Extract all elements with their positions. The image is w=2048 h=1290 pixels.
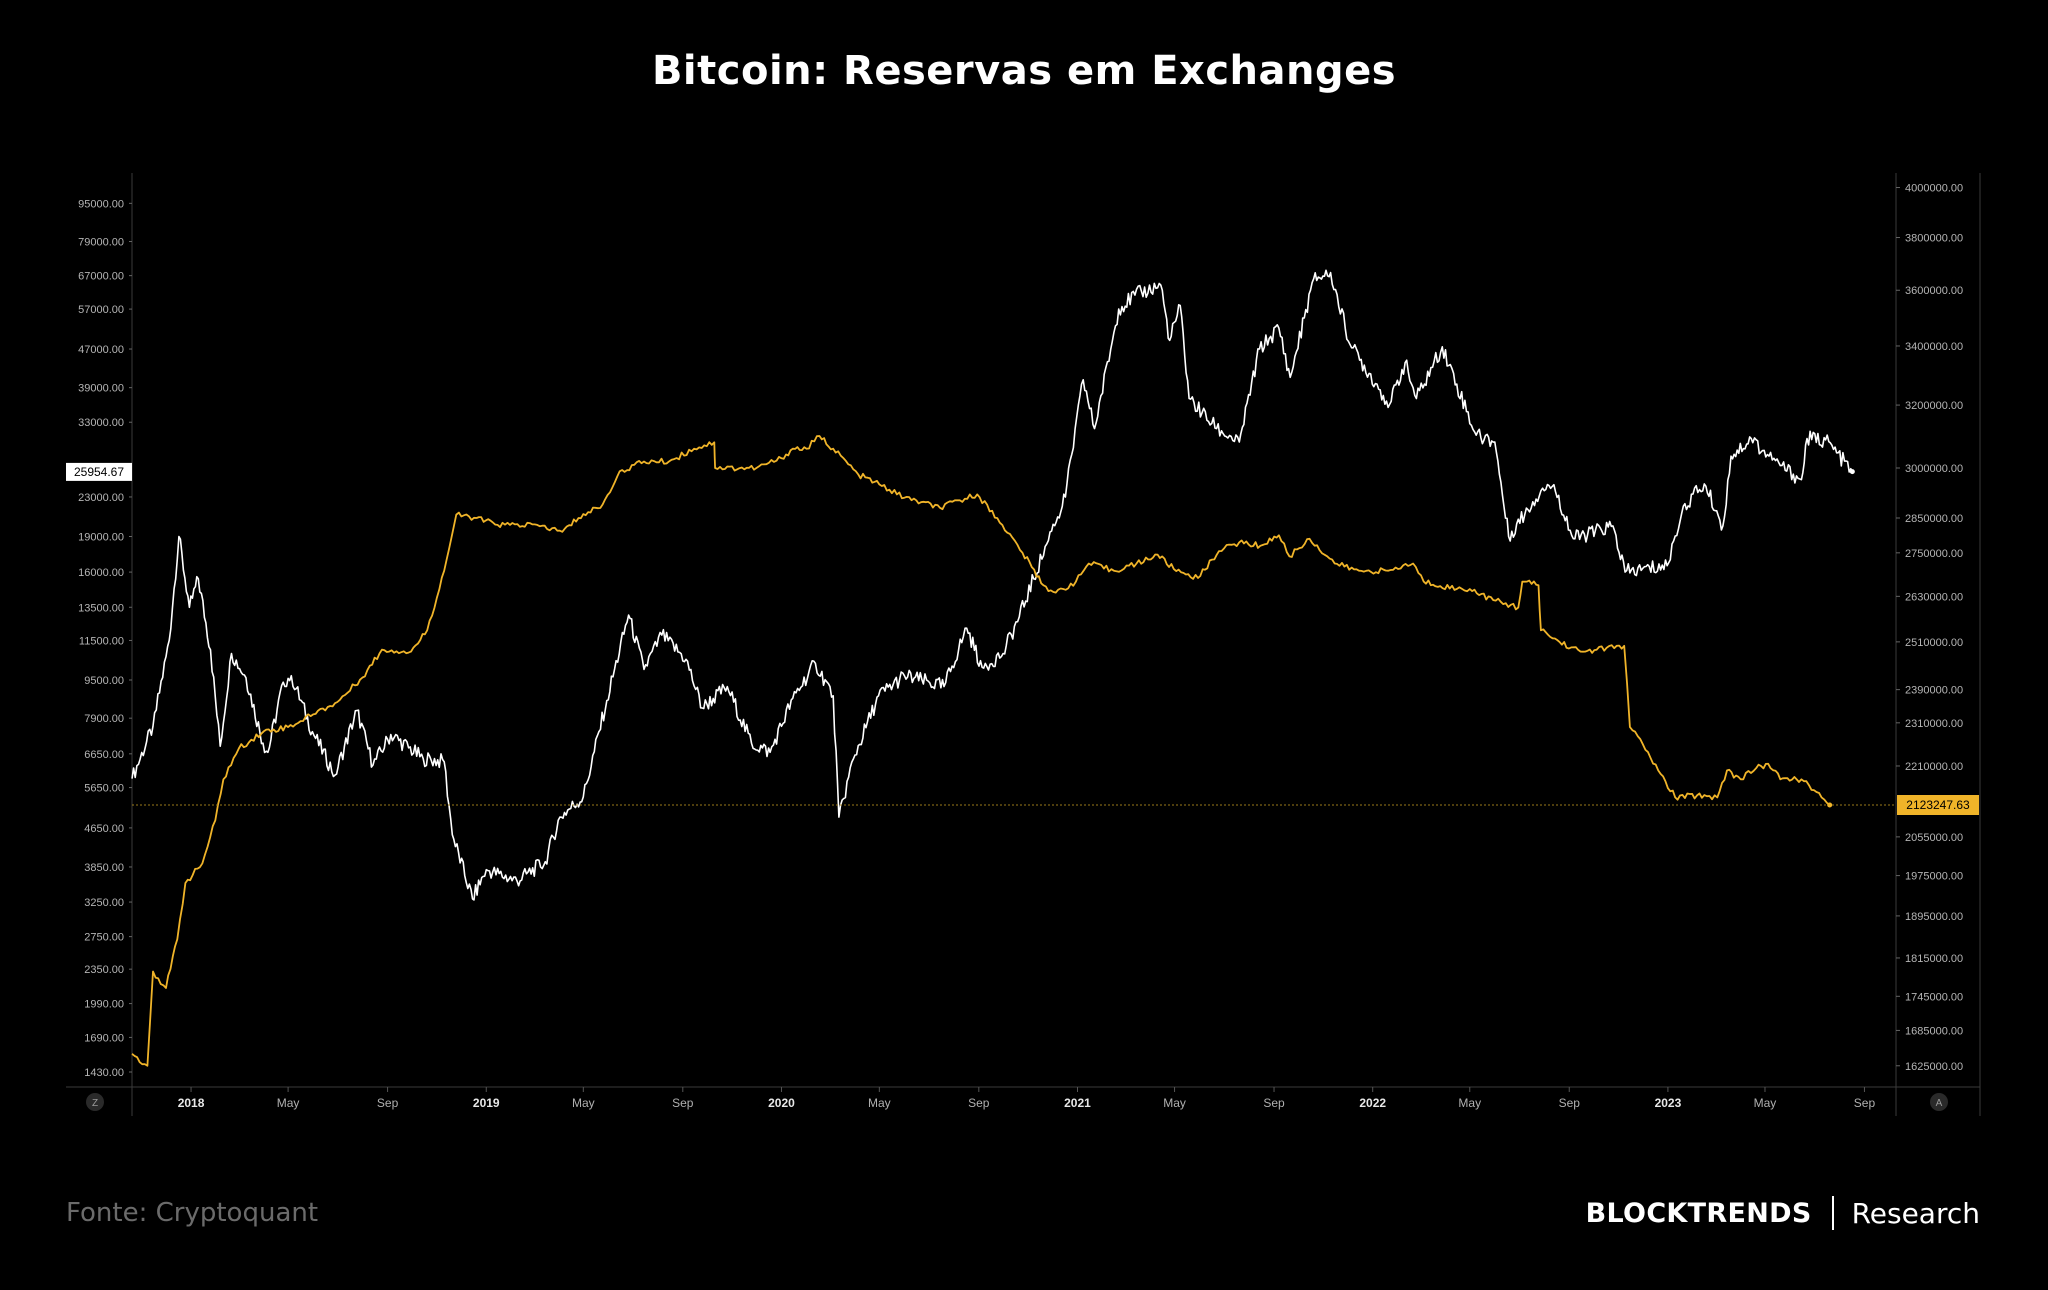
- left-tick-label: 1990.00: [84, 999, 124, 1011]
- brand-separator: [1831, 1196, 1834, 1230]
- corner-left-button[interactable]: Z: [86, 1093, 104, 1111]
- time-tick-label: 2021: [1064, 1096, 1091, 1110]
- left-axis-ticks: 95000.00 79000.00 67000.00 57000.00 47000.00…: [78, 198, 132, 1079]
- time-tick-label: Sep: [377, 1096, 399, 1110]
- left-tick-label: 1690.00: [84, 1032, 124, 1044]
- time-tick-label: May: [277, 1096, 300, 1110]
- right-tick-label: 3200000.00: [1905, 400, 1963, 412]
- chart-axes: [66, 173, 1981, 1116]
- left-tick-label: 57000.00: [78, 304, 124, 316]
- time-axis-ticks: 2018 May Sep 2019 May Sep 2020 May Sep 2021 May Sep…: [178, 1087, 1876, 1110]
- time-tick-label: Sep: [1263, 1096, 1285, 1110]
- reserve-current-text: 2123247.63: [1906, 798, 1970, 812]
- left-tick-label: 4650.00: [84, 823, 124, 835]
- price-current-label: 25954.67: [66, 462, 132, 481]
- reserve-last-point: [1827, 802, 1833, 808]
- corner-right-text: A: [1936, 1098, 1943, 1109]
- left-tick-label: 2750.00: [84, 932, 124, 944]
- time-tick-label: May: [1163, 1096, 1186, 1110]
- right-tick-label: 2750000.00: [1905, 548, 1963, 560]
- price-current-box: [66, 462, 132, 481]
- left-tick-label: 67000.00: [78, 271, 124, 283]
- right-tick-label: 3400000.00: [1905, 341, 1963, 353]
- left-tick-label: 3250.00: [84, 897, 124, 909]
- brand-research: Research: [1851, 1196, 1980, 1230]
- left-tick-label: 79000.00: [78, 237, 124, 249]
- right-tick-label: 3600000.00: [1905, 285, 1963, 297]
- right-tick-label: 1745000.00: [1905, 991, 1963, 1003]
- left-tick-label: 95000.00: [78, 198, 124, 210]
- time-tick-label: Sep: [1854, 1096, 1876, 1110]
- time-tick-label: May: [868, 1096, 891, 1110]
- left-tick-label: 3850.00: [84, 862, 124, 874]
- left-tick-label: 9500.00: [84, 675, 124, 687]
- page-title: Bitcoin: Reservas em Exchanges: [651, 48, 1397, 94]
- right-axis-ticks: 4000000.00 3800000.00 3600000.00 3400000.00…: [1896, 183, 1963, 1073]
- brand-name: BLOCKTRENDS: [1585, 1197, 1812, 1229]
- right-tick-label: 1975000.00: [1905, 871, 1963, 883]
- left-tick-label: 1430.00: [84, 1067, 124, 1079]
- left-tick-label: 33000.00: [78, 417, 124, 429]
- reserve-series-line: [131, 435, 1831, 1067]
- left-tick-label: 5650.00: [84, 783, 124, 795]
- right-tick-label: 2310000.00: [1905, 718, 1963, 730]
- time-tick-label: 2018: [178, 1096, 205, 1110]
- right-tick-label: 3000000.00: [1905, 463, 1963, 475]
- left-tick-label: 6650.00: [84, 749, 124, 761]
- left-tick-label: 23000.00: [78, 492, 124, 504]
- right-tick-label: 2510000.00: [1905, 637, 1963, 649]
- corner-right-circle: [1930, 1093, 1948, 1111]
- corner-left-text: Z: [92, 1098, 98, 1109]
- right-tick-label: 2850000.00: [1905, 513, 1963, 525]
- corner-left-circle: [86, 1093, 104, 1111]
- time-tick-label: 2022: [1359, 1096, 1386, 1110]
- price-current-text: 25954.67: [74, 465, 124, 479]
- left-tick-label: 11500.00: [79, 635, 124, 647]
- corner-right-button[interactable]: A: [1930, 1093, 1948, 1111]
- brand-logo: BLOCKTRENDS Research: [1586, 1196, 1980, 1230]
- right-tick-label: 4000000.00: [1905, 183, 1963, 195]
- left-tick-label: 7900.00: [84, 713, 124, 725]
- price-series-line: [131, 269, 1854, 901]
- right-tick-label: 1685000.00: [1905, 1025, 1963, 1037]
- time-tick-label: May: [572, 1096, 595, 1110]
- reserve-current-label: 2123247.63: [1897, 795, 1979, 815]
- plot-area[interactable]: [131, 269, 1896, 1067]
- left-tick-label: 47000.00: [78, 344, 124, 356]
- time-tick-label: May: [1458, 1096, 1481, 1110]
- series-markers: [1827, 469, 1855, 808]
- price-last-point: [1849, 469, 1855, 475]
- right-tick-label: 2630000.00: [1905, 591, 1963, 603]
- right-tick-label: 2210000.00: [1905, 761, 1963, 773]
- left-tick-label: 39000.00: [78, 383, 124, 395]
- time-tick-label: 2019: [473, 1096, 500, 1110]
- right-tick-label: 2055000.00: [1905, 832, 1963, 844]
- right-tick-label: 3800000.00: [1905, 233, 1963, 245]
- time-tick-label: 2020: [768, 1096, 795, 1110]
- left-tick-label: 13500.00: [78, 602, 124, 614]
- right-tick-label: 1815000.00: [1905, 953, 1963, 965]
- right-tick-label: 1625000.00: [1905, 1061, 1963, 1073]
- time-tick-label: Sep: [968, 1096, 990, 1110]
- left-tick-label: 2350.00: [84, 964, 124, 976]
- time-tick-label: 2023: [1655, 1096, 1682, 1110]
- right-tick-label: 1895000.00: [1905, 911, 1963, 923]
- reserve-current-box: [1897, 795, 1979, 815]
- source-label: Fonte: Cryptoquant: [66, 1198, 319, 1228]
- time-tick-label: Sep: [672, 1096, 694, 1110]
- right-tick-label: 2390000.00: [1905, 685, 1963, 697]
- time-tick-label: Sep: [1559, 1096, 1581, 1110]
- left-tick-label: 16000.00: [78, 567, 124, 579]
- left-tick-label: 19000.00: [78, 532, 124, 544]
- time-tick-label: May: [1754, 1096, 1777, 1110]
